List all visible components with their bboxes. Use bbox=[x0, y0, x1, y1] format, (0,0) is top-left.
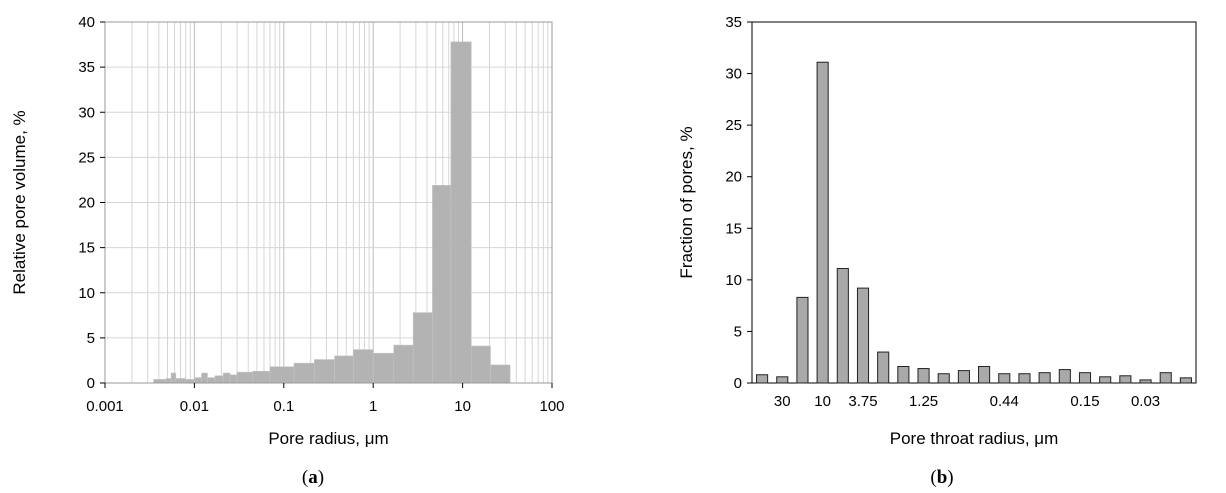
bar-b bbox=[937, 373, 950, 384]
bar-a bbox=[165, 378, 172, 384]
bar-b bbox=[1058, 369, 1071, 384]
bar-a bbox=[201, 372, 208, 384]
y-tick-label-a: 20 bbox=[78, 195, 95, 212]
bar-b bbox=[917, 368, 930, 384]
bar-b bbox=[776, 376, 789, 384]
y-axis-label-a: Relative pore volume, % bbox=[10, 110, 29, 294]
bar-b bbox=[1159, 372, 1172, 384]
bar-a bbox=[207, 377, 216, 384]
bar-b bbox=[877, 351, 890, 384]
y-tick-label-a: 35 bbox=[78, 59, 95, 76]
bar-b bbox=[1018, 373, 1031, 384]
bar-a bbox=[490, 364, 511, 384]
bar-b bbox=[756, 374, 769, 384]
bar-a bbox=[293, 362, 315, 384]
x-axis-label-a: Pore radius, μm bbox=[268, 429, 388, 448]
x-tick-label-b: 0.03 bbox=[1131, 393, 1160, 410]
bar-b bbox=[978, 365, 991, 384]
x-tick-label-a: 10 bbox=[454, 398, 471, 415]
bar-a bbox=[450, 41, 472, 384]
x-tick-label-b: 10 bbox=[814, 393, 831, 410]
y-tick-label-b: 15 bbox=[725, 220, 742, 237]
x-tick-label-b: 3.75 bbox=[848, 393, 877, 410]
bar-b bbox=[796, 296, 809, 384]
bar-a bbox=[393, 344, 414, 384]
bar-b bbox=[897, 365, 910, 384]
grid-a bbox=[104, 21, 552, 383]
bar-a bbox=[353, 349, 374, 384]
bar-b bbox=[1099, 376, 1112, 384]
bar-b bbox=[998, 373, 1011, 384]
panel-letter-a: a bbox=[308, 467, 318, 488]
bar-a bbox=[314, 359, 335, 384]
x-tick-label-a: 100 bbox=[539, 398, 564, 415]
y-tick-label-b: 0 bbox=[734, 375, 742, 392]
bar-a bbox=[269, 366, 295, 384]
panel-letter-b: b bbox=[937, 467, 948, 488]
panel-paren-close-b: ) bbox=[947, 467, 953, 488]
y-tick-label-b: 5 bbox=[734, 323, 742, 340]
bar-a bbox=[214, 375, 224, 384]
x-tick-label-a: 0.01 bbox=[180, 398, 209, 415]
bar-b bbox=[957, 370, 970, 384]
bar-a bbox=[334, 355, 354, 384]
y-tick-label-b: 20 bbox=[725, 169, 742, 186]
bar-b bbox=[1078, 372, 1092, 384]
bar-a bbox=[470, 345, 491, 384]
x-tick-label-b: 1.25 bbox=[909, 393, 938, 410]
bar-a bbox=[170, 372, 177, 384]
bar-b bbox=[1119, 375, 1132, 384]
x-tick-label-a: 1 bbox=[369, 398, 377, 415]
bar-a bbox=[175, 378, 187, 384]
y-tick-label-a: 10 bbox=[78, 285, 95, 302]
y-tick-label-a: 5 bbox=[87, 330, 95, 347]
y-tick-label-a: 40 bbox=[78, 14, 95, 31]
x-tick-label-b: 0.44 bbox=[990, 393, 1019, 410]
y-tick-label-b: 10 bbox=[725, 272, 742, 289]
bar-a bbox=[432, 185, 452, 384]
bar-b bbox=[1038, 372, 1051, 384]
bar-a bbox=[252, 370, 271, 384]
y-tick-label-a: 0 bbox=[87, 375, 95, 392]
bar-a bbox=[222, 372, 231, 384]
y-axis-label-b: Fraction of pores, % bbox=[677, 126, 696, 278]
x-tick-label-b: 30 bbox=[774, 393, 791, 410]
bar-a bbox=[236, 371, 254, 384]
bars-a bbox=[153, 41, 511, 384]
x-axis-label-b: Pore throat radius, μm bbox=[890, 429, 1059, 448]
bar-a bbox=[153, 379, 167, 384]
bar-a bbox=[229, 374, 238, 384]
bar-b bbox=[836, 268, 849, 384]
bar-a bbox=[194, 377, 202, 384]
bar-a bbox=[412, 312, 433, 384]
y-tick-label-b: 25 bbox=[725, 117, 742, 134]
bar-b bbox=[856, 287, 870, 384]
bars-b bbox=[756, 61, 1192, 384]
bar-a bbox=[372, 352, 395, 384]
chart-a: 0 5 10 15 20 25 30 35 40 0.001 0.01 0.1 1 10 100 Pore r… bbox=[10, 14, 565, 488]
panel-label-a: (a) bbox=[302, 467, 324, 488]
plot-frame-b bbox=[751, 21, 1197, 384]
panel-paren-open-b: ( bbox=[930, 467, 936, 488]
x-tick-label-a: 0.1 bbox=[273, 398, 294, 415]
x-tick-label-a: 0.001 bbox=[86, 398, 124, 415]
y-tick-label-a: 15 bbox=[78, 240, 95, 257]
y-tick-label-b: 35 bbox=[725, 14, 742, 31]
bar-b bbox=[1179, 377, 1192, 384]
y-tick-label-b: 30 bbox=[725, 66, 742, 83]
bar-a bbox=[185, 379, 195, 384]
y-tick-label-a: 25 bbox=[78, 149, 95, 166]
panel-label-b: (b) bbox=[930, 467, 953, 488]
panel-paren-open-a: ( bbox=[302, 467, 308, 488]
panel-paren-close-a: ) bbox=[318, 467, 324, 488]
bar-b bbox=[1139, 379, 1152, 384]
y-tick-label-a: 30 bbox=[78, 104, 95, 121]
x-tick-label-b: 0.15 bbox=[1070, 393, 1099, 410]
bar-b bbox=[816, 61, 829, 384]
